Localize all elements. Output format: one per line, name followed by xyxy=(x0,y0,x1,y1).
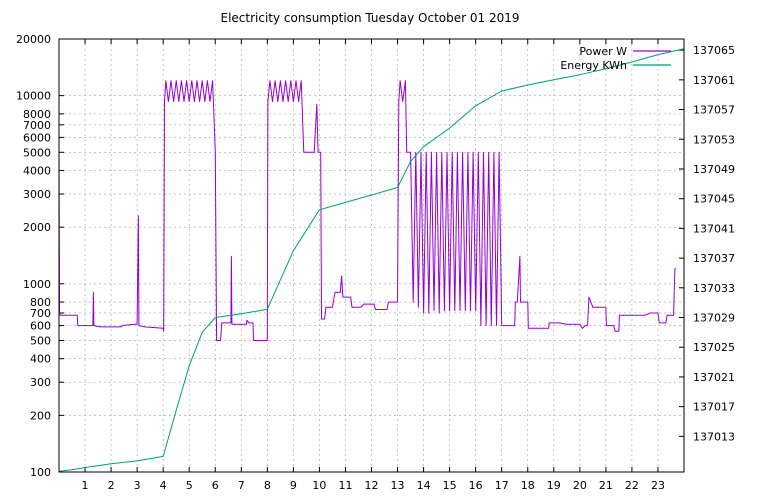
y-left-tick-label: 10000 xyxy=(16,90,51,103)
x-tick-label: 15 xyxy=(443,479,457,492)
y-left-tick-label: 1000 xyxy=(23,278,51,291)
y-right-tick-label: 137049 xyxy=(693,163,735,176)
series-line-energy xyxy=(58,48,685,472)
x-tick-label: 8 xyxy=(264,479,271,492)
y-left-tick-label: 400 xyxy=(30,353,51,366)
y-left-tick-label: 4000 xyxy=(23,165,51,178)
x-tick-label: 4 xyxy=(160,479,167,492)
legend-label-power: Power W xyxy=(579,45,627,58)
legend-label-energy: Energy KWh xyxy=(560,59,627,72)
y-right-tick-label: 137017 xyxy=(693,401,735,414)
y-right-tick-label: 137041 xyxy=(693,222,735,235)
x-tick-label: 19 xyxy=(547,479,561,492)
y-right-tick-label: 137057 xyxy=(693,104,735,117)
x-tick-label: 2 xyxy=(108,479,115,492)
x-tick-label: 5 xyxy=(186,479,193,492)
x-tick-label: 16 xyxy=(469,479,483,492)
x-tick-label: 13 xyxy=(391,479,405,492)
y-left-tick-label: 20000 xyxy=(16,33,51,46)
legend: Power W Energy KWh xyxy=(560,45,671,72)
y-right-tick-label: 137033 xyxy=(693,282,735,295)
y-left-tick-label: 7000 xyxy=(23,119,51,132)
x-tick-label: 20 xyxy=(573,479,587,492)
y-left-tick-label: 300 xyxy=(30,376,51,389)
y-right-tick-label: 137029 xyxy=(693,312,735,325)
y-right-tick-label: 137025 xyxy=(693,341,735,354)
y-right-tick-label: 137021 xyxy=(693,371,735,384)
y-left-tick-label: 5000 xyxy=(23,146,51,159)
series-layer xyxy=(58,48,685,472)
y-right-tick-label: 137065 xyxy=(693,44,735,57)
x-tick-label: 6 xyxy=(212,479,219,492)
grid xyxy=(59,39,684,472)
x-tick-label: 18 xyxy=(521,479,535,492)
y-left-tick-label: 100 xyxy=(30,466,51,479)
y-right-tick-label: 137037 xyxy=(693,252,735,265)
plot-frame xyxy=(58,38,685,473)
x-tick-label: 3 xyxy=(134,479,141,492)
x-tick-label: 10 xyxy=(312,479,326,492)
x-tick-label: 9 xyxy=(290,479,297,492)
y-right-tick-label: 137053 xyxy=(693,133,735,146)
y-left-tick-label: 700 xyxy=(30,307,51,320)
x-tick-label: 17 xyxy=(495,479,509,492)
chart-title: Electricity consumption Tuesday October … xyxy=(220,11,519,25)
x-tick-label: 7 xyxy=(238,479,245,492)
y-left-tick-label: 500 xyxy=(30,334,51,347)
y-left-tick-label: 200 xyxy=(30,409,51,422)
y-right-tick-label: 137013 xyxy=(693,430,735,443)
y-left-tick-label: 3000 xyxy=(23,188,51,201)
y-left-tick-label: 600 xyxy=(30,320,51,333)
x-tick-label: 23 xyxy=(651,479,665,492)
x-tick-label: 11 xyxy=(338,479,352,492)
x-tick-label: 22 xyxy=(625,479,639,492)
y-right-tick-label: 137045 xyxy=(693,193,735,206)
x-tick-label: 14 xyxy=(417,479,431,492)
axis-ticks: 1 2 3 4 5 6 7 8 9 10 11 12 13 14 15 16 17 18 19 20 21 22 23100… xyxy=(16,33,735,492)
y-left-tick-label: 2000 xyxy=(23,221,51,234)
x-tick-label: 1 xyxy=(82,479,89,492)
y-left-tick-label: 6000 xyxy=(23,131,51,144)
x-tick-label: 12 xyxy=(365,479,379,492)
y-left-tick-label: 8000 xyxy=(23,108,51,121)
x-tick-label: 21 xyxy=(599,479,613,492)
series-line-power xyxy=(58,80,677,341)
y-right-tick-label: 137061 xyxy=(693,74,735,87)
y-left-tick-label: 800 xyxy=(30,296,51,309)
